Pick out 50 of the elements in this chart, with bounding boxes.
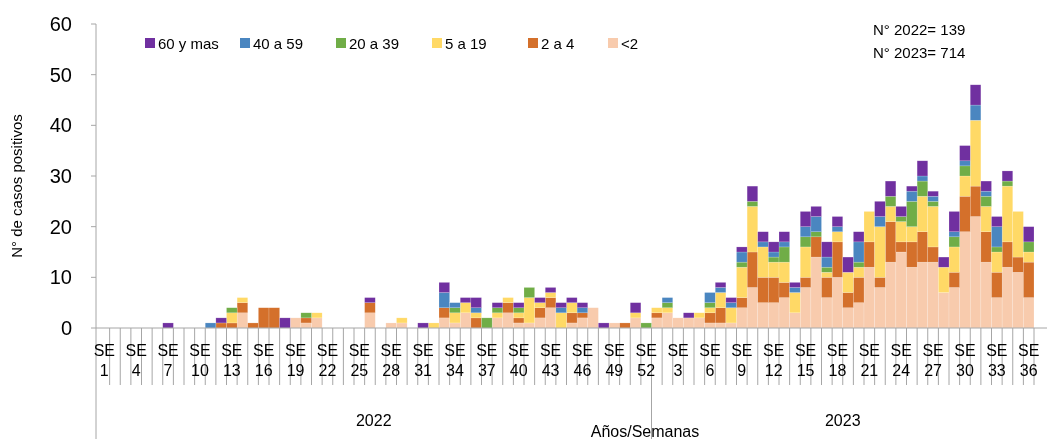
x-tick-label: SE 4	[125, 342, 147, 379]
x-tick-label: SE 40	[508, 342, 530, 379]
bar	[162, 322, 174, 329]
x-tick-label: SE 37	[476, 342, 498, 379]
text: 2022	[355, 412, 392, 429]
x-tick-label: SE 21	[858, 342, 880, 379]
legend-label: 40 a 59	[253, 35, 304, 53]
x-tick-label: SE 13	[221, 342, 243, 379]
x-tick-label: SE 12	[763, 342, 785, 379]
y-tick-label: 50	[49, 63, 72, 86]
x-tick-label: SE 19	[284, 342, 307, 379]
x-tick-label: SE 18	[826, 342, 849, 379]
x-tick-label: SE 16	[253, 342, 275, 379]
y-tick-label: 10	[49, 266, 72, 289]
x-tick-label: SE 33	[986, 342, 1008, 379]
x-tick-label: SE 22	[316, 342, 339, 379]
legend-label: 2 a 4	[541, 35, 575, 53]
text: 2023	[824, 412, 861, 429]
legend-label: <2	[621, 35, 639, 53]
x-tick-label: SE 15	[794, 342, 817, 379]
annotation: N° 2023= 714	[873, 44, 966, 61]
y-axis-title: N° de casos positivos	[8, 114, 25, 258]
x-axis-title: Años/Semanas	[590, 423, 700, 439]
y-tick-label: 60	[49, 13, 72, 35]
y-tick-label: 20	[49, 215, 72, 238]
legend-label: 5 a 19	[445, 35, 487, 53]
x-tick-label: SE 43	[539, 342, 562, 379]
x-tick-label: SE 6	[699, 342, 721, 379]
x-tick-label: SE 28	[380, 342, 402, 379]
legend-label: 20 a 39	[349, 35, 400, 53]
x-tick-label: SE 9	[731, 342, 753, 379]
x-tick-label: SE 7	[157, 342, 179, 379]
x-tick-label: SE 3	[667, 342, 689, 379]
x-tick-label: SE 10	[189, 342, 211, 379]
y-tick-label: 40	[49, 114, 72, 137]
x-tick-label: SE 36	[1018, 342, 1040, 379]
x-tick-label: SE 24	[890, 342, 912, 379]
x-tick-label: SE 25	[348, 342, 370, 379]
x-tick-label: SE 27	[922, 342, 944, 379]
legend-label: 60 y mas	[158, 35, 219, 53]
x-tick-label: SE 34	[444, 342, 466, 379]
x-tick-label: SE 31	[412, 342, 434, 379]
y-tick-label: 30	[49, 165, 72, 187]
x-tick-label: SE 49	[603, 342, 625, 379]
x-tick-label: SE 30	[954, 342, 976, 379]
x-tick-label: SE 1	[93, 342, 115, 379]
x-tick-label: SE 52	[635, 342, 657, 379]
y-tick-label: 0	[60, 317, 72, 339]
annotation: N° 2022= 139	[873, 21, 966, 38]
x-tick-label: SE 46	[571, 342, 594, 379]
